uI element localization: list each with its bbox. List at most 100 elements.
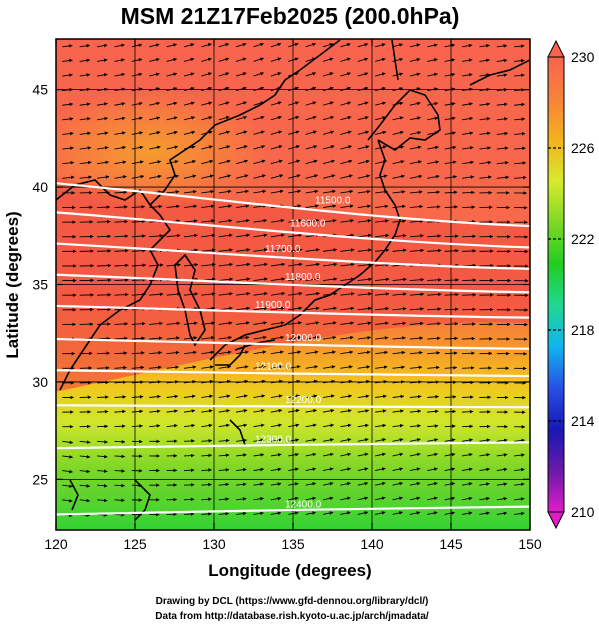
- wind-vector-61: [183, 72, 195, 77]
- wind-vector-234: [375, 159, 388, 165]
- wind-vector-353: [97, 234, 111, 239]
- wind-vector-587: [409, 350, 423, 355]
- x-tick-label-130: 130: [202, 536, 226, 552]
- wind-vector-263: [409, 174, 423, 179]
- wind-vector-166: [131, 131, 144, 135]
- wind-vector-122: [305, 101, 317, 106]
- wind-vector-518: [149, 321, 163, 326]
- wind-vector-779: [461, 452, 473, 457]
- wind-vector-117: [218, 101, 230, 106]
- wind-vector-192: [114, 145, 127, 150]
- wind-vector-461: [97, 292, 112, 297]
- wind-vector-83: [97, 87, 108, 92]
- wind-vector-617: [462, 366, 475, 370]
- wind-vector-520: [183, 321, 198, 326]
- wind-vector-661: [288, 394, 300, 398]
- wind-vector-465: [166, 292, 181, 296]
- wind-vector-527: [305, 321, 320, 325]
- wind-vector-577: [236, 350, 249, 355]
- height-contours: 11500.0 11600.0 11700.0 11800.0 11900.0 12000…: [56, 182, 530, 516]
- wind-vector-134: [514, 102, 525, 107]
- colorbar: 210 214 218 222 226 230: [547, 39, 595, 530]
- wind-vector-682: [183, 409, 196, 413]
- wind-vector-854: [357, 496, 369, 501]
- wind-vector-315: [375, 204, 389, 209]
- wind-vector-832: [444, 482, 456, 486]
- wind-vector-739: [236, 438, 247, 443]
- wind-vector-66: [270, 72, 282, 77]
- wind-vector-766: [236, 453, 247, 457]
- wind-vector-729: [62, 440, 74, 445]
- wind-vector-195: [166, 145, 179, 150]
- wind-vector-613: [392, 365, 405, 370]
- wind-vector-837: [62, 498, 73, 503]
- wind-vector-217: [79, 160, 92, 165]
- wind-vector-625: [131, 380, 144, 384]
- wind-vector-312: [322, 204, 337, 208]
- wind-vector-507: [427, 307, 442, 311]
- wind-vector-167: [149, 131, 161, 135]
- wind-vector-380: [97, 249, 112, 253]
- wind-vector-623: [97, 380, 110, 385]
- wind-vector-828: [375, 481, 386, 486]
- wind-vector-596: [97, 366, 110, 370]
- wind-vector-663: [322, 394, 335, 398]
- wind-vector-88: [183, 86, 195, 92]
- wind-vector-741: [270, 438, 282, 442]
- wind-vector-244: [79, 175, 93, 179]
- wind-vector-545: [149, 336, 163, 340]
- wind-vector-123: [322, 101, 334, 106]
- wind-vector-64: [235, 72, 247, 77]
- wind-vector-778: [444, 452, 456, 457]
- wind-vector-803: [409, 467, 421, 472]
- wind-vector-813: [114, 483, 125, 488]
- wind-vector-4: [131, 43, 143, 48]
- wind-vector-34: [183, 57, 195, 62]
- wind-vector-551: [253, 335, 267, 340]
- wind-vector-197: [201, 145, 213, 150]
- wind-vector-563: [462, 336, 476, 341]
- wind-vector-46: [392, 57, 403, 62]
- wind-vector-93: [270, 86, 282, 92]
- wind-vector-284: [305, 189, 319, 194]
- wind-vector-355: [131, 234, 146, 238]
- wind-vector-678: [114, 409, 126, 414]
- wind-vector-581: [305, 350, 319, 355]
- wind-vector-221: [149, 160, 162, 165]
- wind-vector-570: [114, 351, 128, 355]
- wind-vector-751: [444, 438, 456, 442]
- wind-vector-420: [322, 262, 338, 267]
- wind-vector-555: [322, 335, 337, 340]
- wind-vector-578: [253, 350, 267, 355]
- wind-vector-770: [305, 452, 317, 457]
- wind-vector-335: [253, 218, 268, 223]
- wind-vector-331: [183, 219, 198, 223]
- wind-vector-519: [166, 321, 181, 326]
- wind-vector-797: [305, 467, 317, 472]
- wind-vector-435: [114, 278, 129, 282]
- wind-vector-409: [131, 263, 147, 268]
- wind-vector-687: [270, 408, 283, 413]
- wind-vector-138: [114, 116, 126, 121]
- wind-vector-68: [305, 72, 317, 77]
- wind-vector-344: [409, 219, 424, 224]
- wind-vector-758: [97, 454, 108, 459]
- wind-vector-342: [375, 219, 389, 223]
- wind-vector-823: [288, 482, 299, 486]
- wind-vector-445: [288, 277, 303, 282]
- wind-vector-334: [236, 218, 250, 223]
- wind-vector-757: [79, 454, 91, 459]
- wind-vector-764: [201, 453, 213, 458]
- wind-vector-481: [444, 292, 459, 297]
- wind-vector-529: [340, 321, 355, 325]
- wind-vector-574: [183, 350, 197, 355]
- wind-vector-589: [444, 351, 458, 355]
- wind-vector-874: [236, 511, 247, 516]
- wind-vector-772: [340, 452, 352, 457]
- wind-vector-194: [149, 145, 161, 150]
- wind-vector-2: [97, 43, 108, 48]
- wind-vector-448: [340, 277, 355, 282]
- wind-vector-262: [392, 174, 405, 179]
- wind-vector-890: [514, 511, 525, 516]
- wind-vector-18: [375, 43, 386, 48]
